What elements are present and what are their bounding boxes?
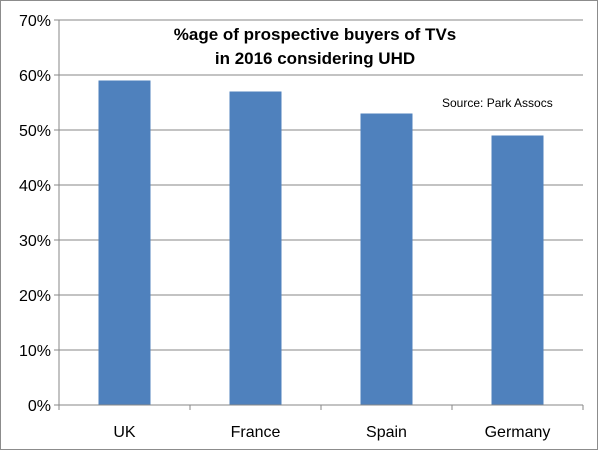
x-tick-label: Germany xyxy=(485,424,551,441)
y-tick-label: 0% xyxy=(28,398,51,415)
x-tick-labels: UK France Spain Germany xyxy=(113,424,550,441)
x-tick-label: Spain xyxy=(366,424,407,441)
x-tick-label: France xyxy=(231,424,281,441)
y-tick-label: 40% xyxy=(19,178,51,195)
bar-spain xyxy=(360,113,413,405)
y-tick-label: 70% xyxy=(19,13,51,30)
y-tick-label: 20% xyxy=(19,288,51,305)
axes xyxy=(58,20,584,410)
chart-title-line-1: %age of prospective buyers of TVs xyxy=(174,25,456,44)
y-tick-labels: 0% 10% 20% 30% 40% 50% 60% 70% xyxy=(19,13,51,415)
source-annotation: Source: Park Assocs xyxy=(442,96,553,110)
bar-france xyxy=(229,91,282,405)
y-tick-label: 30% xyxy=(19,233,51,250)
bar-uk xyxy=(98,80,151,405)
chart-title-line-2: in 2016 considering UHD xyxy=(215,49,415,68)
y-tick-label: 50% xyxy=(19,123,51,140)
y-tick-label: 10% xyxy=(19,343,51,360)
bar-germany xyxy=(491,135,544,405)
x-tick-label: UK xyxy=(113,424,136,441)
bars xyxy=(98,80,544,405)
y-tick-label: 60% xyxy=(19,68,51,85)
